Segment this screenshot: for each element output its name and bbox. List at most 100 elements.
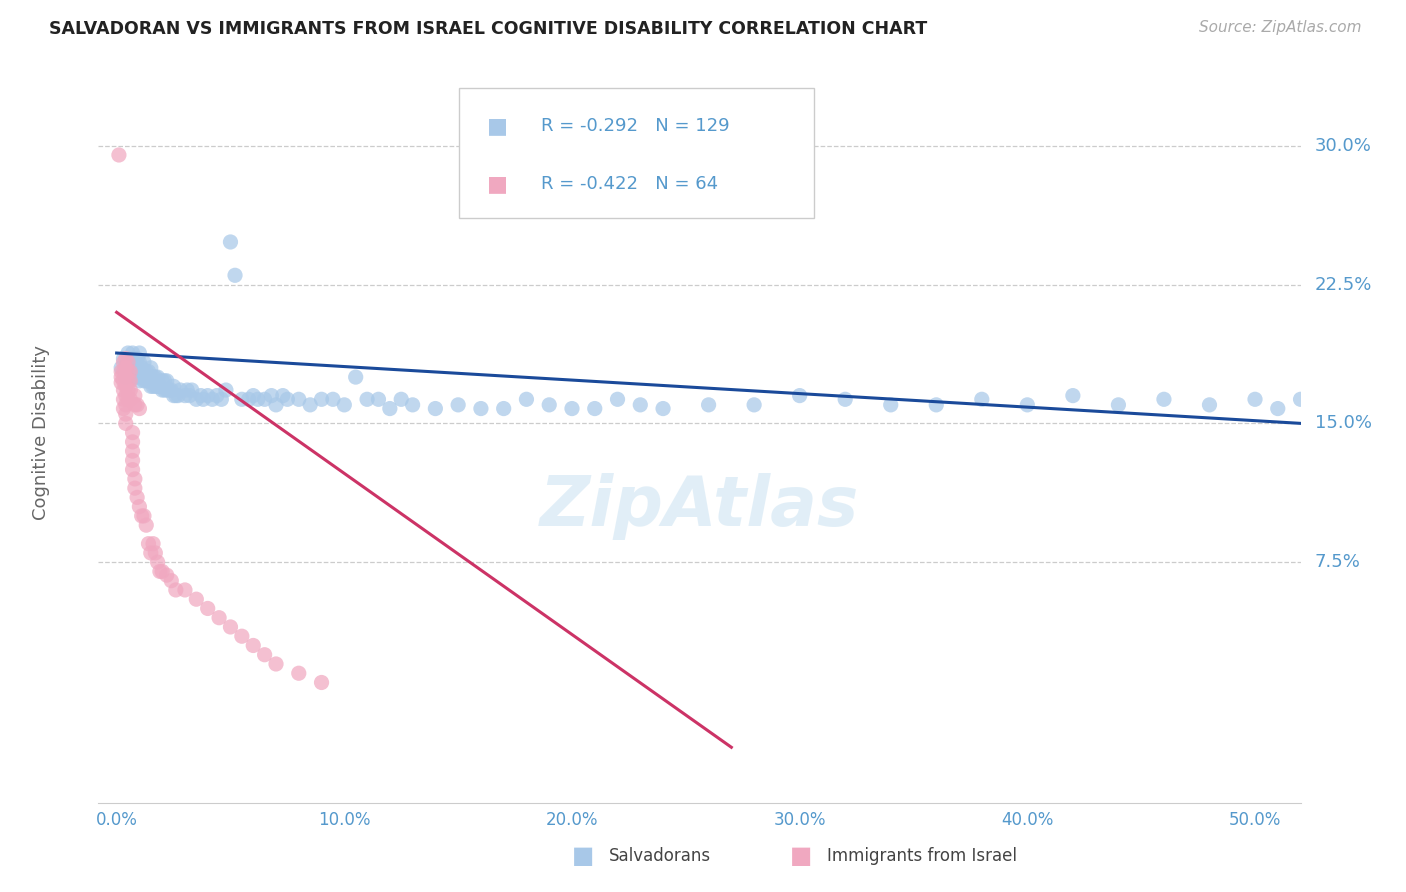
- Point: [114, 407, 136, 421]
- Point: [110, 360, 132, 375]
- Point: [205, 389, 228, 403]
- Text: 30.0%: 30.0%: [1315, 136, 1372, 154]
- Point: [1381, 398, 1403, 412]
- Text: ZipAtlas: ZipAtlas: [540, 473, 859, 541]
- Text: ■: ■: [486, 116, 508, 136]
- Point: [139, 360, 162, 375]
- Point: [583, 401, 606, 416]
- Point: [356, 392, 378, 407]
- Point: [114, 351, 136, 366]
- Point: [121, 355, 143, 369]
- Point: [124, 481, 146, 495]
- Point: [1267, 401, 1289, 416]
- Point: [1403, 401, 1406, 416]
- Text: Source: ZipAtlas.com: Source: ZipAtlas.com: [1198, 20, 1361, 35]
- Point: [120, 392, 142, 407]
- Point: [131, 360, 153, 375]
- Point: [219, 620, 242, 634]
- Point: [127, 491, 149, 505]
- Point: [120, 360, 142, 375]
- Point: [124, 360, 146, 375]
- Point: [1358, 398, 1381, 412]
- Point: [142, 370, 165, 384]
- Point: [1017, 398, 1039, 412]
- Point: [174, 389, 197, 403]
- Point: [128, 374, 150, 388]
- Point: [131, 370, 153, 384]
- Point: [149, 565, 172, 579]
- Point: [121, 346, 143, 360]
- Point: [260, 389, 283, 403]
- FancyBboxPatch shape: [458, 88, 814, 218]
- Text: ■: ■: [486, 174, 508, 194]
- Point: [153, 374, 176, 388]
- Point: [742, 398, 765, 412]
- Text: 15.0%: 15.0%: [1315, 415, 1372, 433]
- Point: [231, 392, 253, 407]
- Point: [143, 546, 166, 560]
- Point: [167, 389, 190, 403]
- Point: [157, 383, 180, 397]
- Point: [190, 389, 212, 403]
- Point: [142, 536, 165, 550]
- Point: [322, 392, 344, 407]
- Point: [124, 370, 146, 384]
- Point: [127, 370, 149, 384]
- Point: [925, 398, 948, 412]
- Point: [153, 383, 176, 397]
- Point: [110, 370, 132, 384]
- Point: [156, 568, 179, 582]
- Point: [139, 370, 162, 384]
- Point: [208, 611, 231, 625]
- Point: [138, 365, 160, 379]
- Point: [231, 629, 253, 643]
- Point: [146, 370, 169, 384]
- Point: [112, 392, 135, 407]
- Point: [209, 392, 232, 407]
- Point: [112, 351, 135, 366]
- Point: [238, 392, 260, 407]
- Point: [139, 546, 162, 560]
- Point: [120, 351, 142, 366]
- Point: [176, 383, 198, 397]
- Point: [1198, 398, 1220, 412]
- Text: Salvadorans: Salvadorans: [609, 847, 711, 865]
- Point: [367, 392, 389, 407]
- Point: [121, 365, 143, 379]
- Point: [401, 398, 423, 412]
- Point: [697, 398, 720, 412]
- Point: [1244, 392, 1267, 407]
- Point: [121, 462, 143, 476]
- Point: [160, 574, 183, 588]
- Point: [470, 401, 492, 416]
- Point: [124, 472, 146, 486]
- Point: [117, 365, 139, 379]
- Point: [114, 370, 136, 384]
- Point: [138, 374, 160, 388]
- Point: [114, 389, 136, 403]
- Point: [108, 148, 131, 162]
- Point: [180, 383, 202, 397]
- Point: [344, 370, 367, 384]
- Point: [135, 365, 157, 379]
- Point: [186, 392, 208, 407]
- Point: [156, 383, 179, 397]
- Point: [121, 453, 143, 467]
- Point: [191, 392, 214, 407]
- Text: SALVADORAN VS IMMIGRANTS FROM ISRAEL COGNITIVE DISABILITY CORRELATION CHART: SALVADORAN VS IMMIGRANTS FROM ISRAEL COG…: [49, 20, 928, 37]
- Point: [242, 639, 264, 653]
- Text: Immigrants from Israel: Immigrants from Israel: [827, 847, 1017, 865]
- Text: ■: ■: [572, 845, 595, 868]
- Point: [165, 389, 187, 403]
- Point: [425, 401, 447, 416]
- Point: [538, 398, 561, 412]
- Point: [179, 389, 201, 403]
- Point: [264, 398, 287, 412]
- Point: [789, 389, 811, 403]
- Point: [276, 392, 298, 407]
- Point: [124, 398, 146, 412]
- Point: [117, 346, 139, 360]
- Point: [124, 351, 146, 366]
- Point: [127, 398, 149, 412]
- Point: [219, 235, 242, 249]
